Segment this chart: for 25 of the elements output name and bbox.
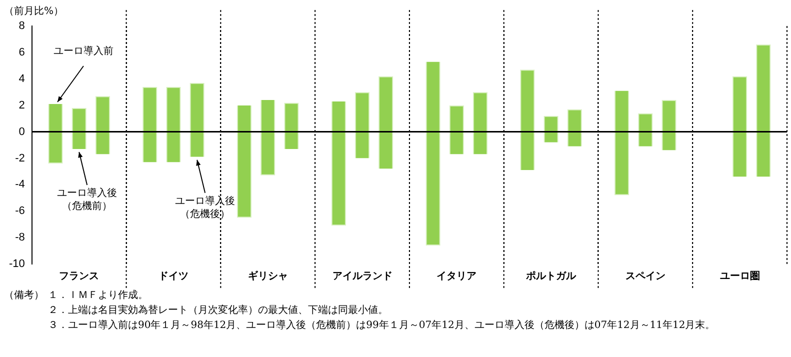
text: ２．上端は名目実効為替レート（月次変化率）の最大値、下端は同最小値。 [48, 304, 389, 318]
text: ユーロ導入前 [53, 45, 114, 58]
y-axis-title: （前月比%） [4, 4, 64, 18]
y-tick-label: 2 [18, 99, 25, 112]
text: １．ＩＭＦより作成。 [48, 288, 149, 303]
x-tick-label: ユーロ圏 [720, 270, 760, 282]
y-tick-label: -6 [15, 205, 25, 218]
x-tick-label: ポルトガル [525, 270, 578, 282]
y-tick-label: -8 [15, 232, 25, 244]
text: （備考） [4, 288, 44, 303]
y-tick-label: -10 [8, 258, 25, 270]
y-tick-label: -4 [15, 178, 25, 191]
y-tick-label: 4 [18, 72, 25, 85]
x-tick-label: アイルランド [332, 270, 392, 282]
x-tick-label: スペイン [625, 270, 666, 282]
y-tick-label: 0 [18, 126, 25, 138]
y-tick-label: 8 [18, 20, 25, 32]
x-tick-label: ギリシャ [248, 270, 288, 282]
y-tick-label: -2 [15, 152, 25, 164]
text: ユーロ導入後（危機前） [57, 186, 118, 212]
y-tick-label: 6 [18, 46, 25, 58]
x-tick-label: ドイツ [158, 270, 188, 282]
text: ３．ユーロ導入前は90年１月～98年12月、ユーロ導入後（危機前）は99年１月～07年12月、ユーロ導入後（危機後）は07年12月～11年12月末。 [48, 318, 716, 333]
x-tick-label: フランス [59, 270, 100, 282]
x-tick-label: イタリア [436, 270, 477, 282]
